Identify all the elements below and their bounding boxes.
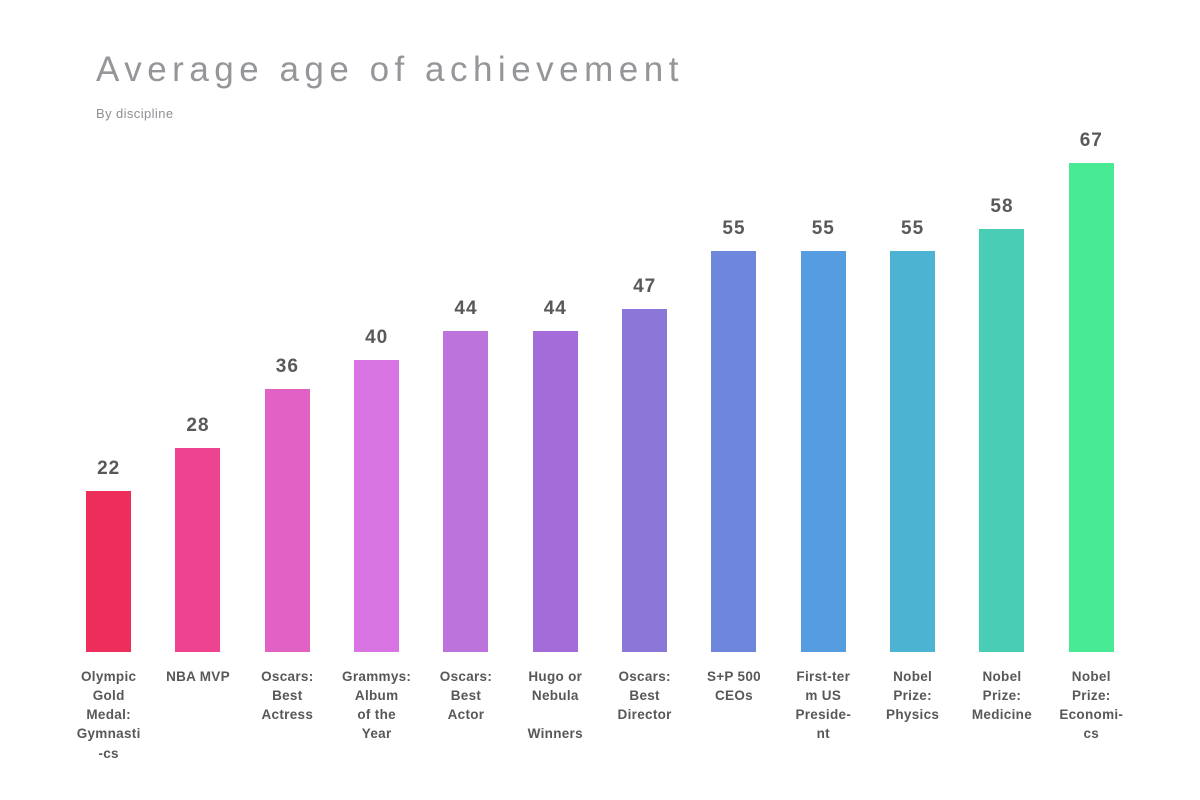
bar-column: 55 First-ter m US Preside- nt [779, 0, 868, 800]
bar[interactable] [175, 448, 221, 652]
bar[interactable] [532, 331, 578, 652]
category-label: S+P 500 CEOs [706, 669, 761, 704]
bar[interactable] [622, 309, 668, 652]
category-label: Nobel Prize: Medicine [971, 669, 1033, 723]
bar-value-label: 67 [1079, 130, 1103, 151]
bar[interactable] [354, 360, 400, 652]
bar-value-label: 28 [186, 415, 210, 436]
bar-value-label: 36 [275, 356, 299, 377]
category-label: Grammys: Album of the Year [342, 669, 412, 742]
bar-column: 28 NBA MVP [153, 0, 242, 800]
category-label: First-ter m US Preside- nt [795, 669, 852, 742]
chart-header: Average age of achievement By discipline [96, 50, 684, 121]
category-label: Oscars: Best Actor [439, 669, 493, 723]
bar-column: 47 Oscars: Best Director [600, 0, 689, 800]
bar[interactable] [800, 251, 846, 652]
chart-subtitle: By discipline [96, 106, 174, 121]
category-label: Oscars: Best Director [617, 669, 672, 723]
plot-area: 22 Olympic Gold Medal: Gymnasti -cs 28 NBA … [64, 0, 1136, 800]
bar-value-label: 40 [365, 327, 389, 348]
bar-value-label: 55 [811, 218, 835, 239]
bar-value-label: 55 [722, 218, 746, 239]
bar[interactable] [711, 251, 757, 652]
category-label: Nobel Prize: Physics [886, 669, 940, 723]
bar-value-label: 47 [633, 276, 657, 297]
bar[interactable] [890, 251, 936, 652]
bar-value-label: 55 [901, 218, 925, 239]
bar-column: 22 Olympic Gold Medal: Gymnasti -cs [64, 0, 153, 800]
category-label: Olympic Gold Medal: Gymnasti -cs [76, 669, 141, 761]
bar-column: 44 Hugo or Nebula Winners [511, 0, 600, 800]
bar-column: 55 S+P 500 CEOs [689, 0, 778, 800]
bar-column: 58 Nobel Prize: Medicine [957, 0, 1046, 800]
bar[interactable] [1068, 163, 1114, 652]
bar-value-label: 44 [543, 298, 567, 319]
bar-column: 55 Nobel Prize: Physics [868, 0, 957, 800]
bar[interactable] [443, 331, 489, 652]
bar-value-label: 22 [97, 458, 121, 479]
bar-column: 44 Oscars: Best Actor [421, 0, 510, 800]
category-label: NBA MVP [166, 669, 230, 684]
bar-value-label: 58 [990, 196, 1014, 217]
bar-column: 40 Grammys: Album of the Year [332, 0, 421, 800]
bar[interactable] [264, 389, 310, 652]
bar[interactable] [86, 491, 132, 652]
bar-value-label: 44 [454, 298, 478, 319]
category-label: Oscars: Best Actress [261, 669, 314, 723]
chart-title: Average age of achievement [96, 50, 684, 89]
category-label: Hugo or Nebula Winners [527, 669, 583, 742]
bar-column: 36 Oscars: Best Actress [243, 0, 332, 800]
category-label: Nobel Prize: Economi- cs [1059, 669, 1124, 742]
bar[interactable] [979, 229, 1025, 652]
bar-column: 67 Nobel Prize: Economi- cs [1047, 0, 1136, 800]
